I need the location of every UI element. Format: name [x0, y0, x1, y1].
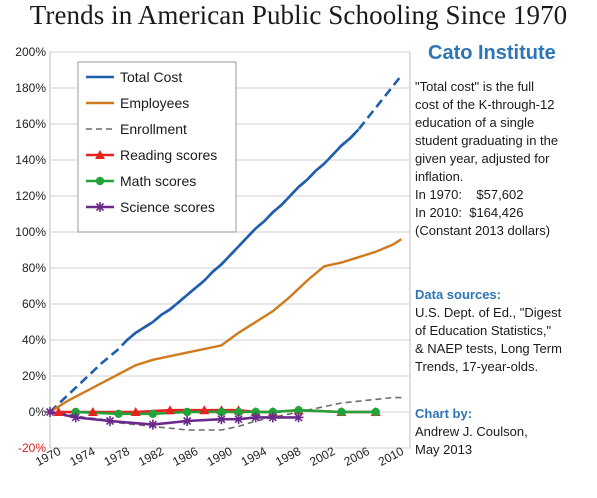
date: May 2013 [415, 442, 473, 457]
asterisk-marker [147, 419, 158, 430]
cost-2010: In 2010: $164,426 [415, 205, 524, 220]
series-markers [45, 405, 381, 430]
data-sources: Data sources: U.S. Dept. of Ed., "Digest… [415, 286, 597, 376]
circle-marker [148, 409, 158, 418]
total-cost-note: "Total cost" is the full cost of the K-t… [415, 78, 597, 240]
author: Andrew J. Coulson, [415, 424, 528, 439]
asterisk-marker [267, 412, 278, 423]
source-line: Trends, 17-year-olds. [415, 359, 539, 374]
circle-marker [268, 407, 278, 417]
asterisk-marker [182, 416, 193, 426]
asterisk-marker [233, 414, 244, 425]
asterisk-marker [250, 412, 261, 423]
asterisk-marker [293, 412, 304, 423]
circle-marker [371, 407, 380, 417]
y-tick-label: 200% [15, 45, 46, 59]
sources-heading: Data sources: [415, 287, 501, 302]
y-tick-label: -20% [18, 441, 46, 455]
asterisk-marker [70, 412, 81, 423]
legend-label: Math scores [120, 173, 196, 189]
constant-dollars: (Constant 2013 dollars) [415, 223, 551, 238]
asterisk-marker [45, 407, 55, 417]
circle-marker [337, 407, 346, 417]
circle-marker [217, 407, 226, 417]
organization-name: Cato Institute [428, 42, 556, 64]
note-line: education of a single [415, 115, 535, 130]
legend-entry: Reading scores [86, 147, 217, 163]
y-tick-label: 20% [22, 369, 46, 383]
triangle-marker [53, 407, 64, 416]
y-tick-label: 160% [15, 117, 46, 131]
y-tick-label: 60% [22, 297, 46, 311]
note-line: given year, adjusted for [415, 151, 550, 166]
source-line: of Education Statistics," [415, 323, 552, 338]
circle-marker [251, 407, 260, 417]
y-tick-label: 180% [15, 81, 46, 95]
note-line: cost of the K-through-12 [415, 97, 555, 112]
triangle-marker [87, 407, 98, 416]
legend-label: Employees [120, 95, 189, 111]
y-tick-label: 140% [15, 153, 46, 167]
chart-credit: Chart by: Andrew J. Coulson, May 2013 [415, 405, 597, 459]
series-science-scores-line [49, 410, 299, 426]
circle-marker [294, 406, 303, 415]
circle-marker [95, 176, 105, 186]
circle-marker [234, 407, 243, 417]
y-tick-label: 120% [15, 189, 46, 203]
chart-title: Trends in American Public Schooling Sinc… [29, 0, 568, 30]
legend-label: Science scores [120, 199, 215, 215]
y-tick-label: 40% [22, 333, 46, 347]
note-line: "Total cost" is the full [415, 79, 535, 94]
series-employees-line [49, 238, 403, 414]
y-tick-label: 100% [15, 225, 46, 239]
asterisk-marker [105, 416, 115, 426]
cost-1970: In 1970: $57,602 [415, 187, 524, 202]
y-axis-tick-labels: -20% 0% 20% 40% 60% 80% 100% 120% 140% 160% 180% 20… [15, 45, 46, 455]
asterisk-marker [216, 414, 227, 425]
y-tick-label: 80% [22, 261, 46, 275]
source-line: & NAEP tests, Long Term [415, 341, 562, 356]
legend-label: Enrollment [120, 121, 187, 137]
legend-entry: Enrollment [86, 121, 187, 137]
legend-entry: Math scores [86, 173, 196, 189]
triangle-marker [130, 407, 141, 416]
triangle-marker [95, 150, 105, 159]
legend-box [77, 61, 237, 233]
series-lines [49, 74, 403, 431]
note-line: student graduating in the [415, 133, 559, 148]
legend-label: Total Cost [120, 69, 182, 85]
legend: Total Cost Employees Enrollment Reading sco… [77, 61, 237, 233]
circle-marker [182, 407, 192, 417]
legend-entry: Science scores [86, 199, 215, 215]
y-tick-label: 0% [29, 405, 47, 419]
legend-label: Reading scores [120, 147, 217, 163]
triangle-marker [165, 405, 175, 415]
chart-by-heading: Chart by: [415, 406, 473, 421]
series-total-cost-solid [126, 128, 360, 341]
triangle-marker [199, 405, 210, 415]
asterisk-marker [95, 202, 105, 212]
legend-entry: Employees [86, 95, 189, 111]
source-line: U.S. Dept. of Ed., "Digest [415, 305, 562, 320]
circle-marker [114, 409, 123, 418]
legend-entry: Total Cost [86, 69, 182, 85]
circle-marker [71, 407, 80, 417]
note-line: inflation. [415, 169, 464, 184]
